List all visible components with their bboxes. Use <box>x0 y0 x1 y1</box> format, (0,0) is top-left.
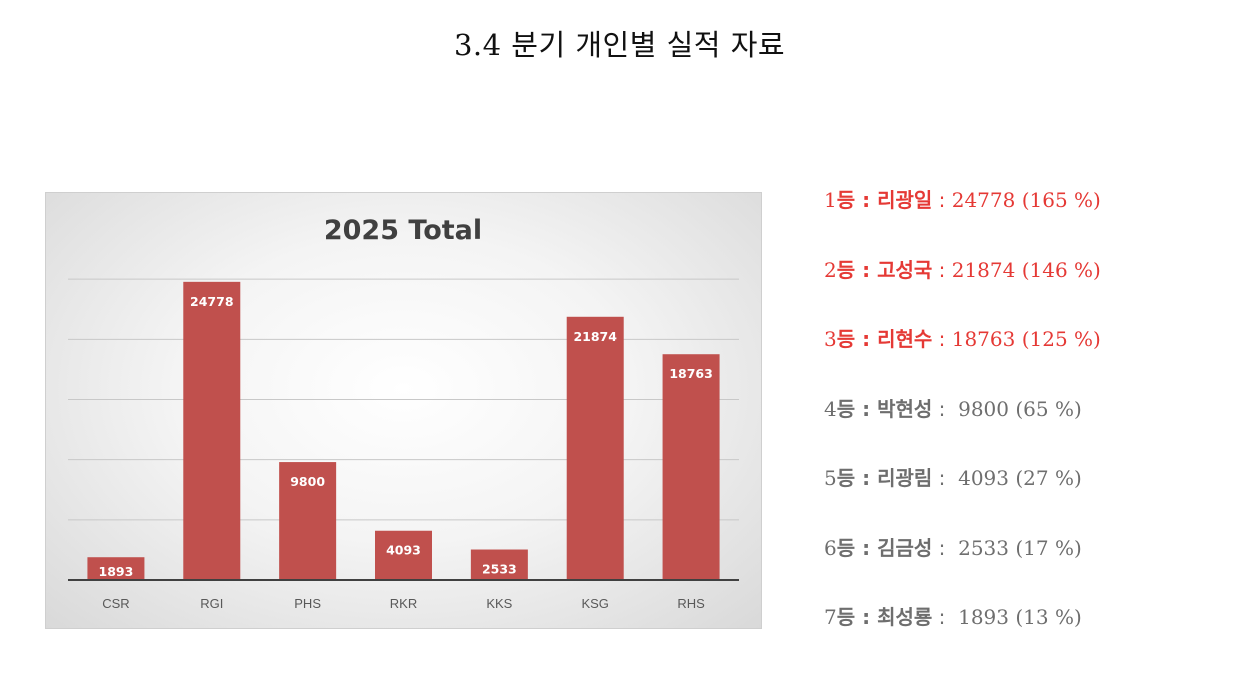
ranking-position: 5 <box>824 466 837 490</box>
bar-data-label: 4093 <box>386 543 421 558</box>
ranking-row: 2등 : 고성국 : 21874 (146 %) <box>824 255 1101 285</box>
x-tick-label: RHS <box>677 596 705 611</box>
ranking-value: 1893 <box>958 605 1009 629</box>
ranking-separator: : <box>855 535 878 560</box>
ranking-name: 리현수 <box>877 327 933 351</box>
ranking-separator: : <box>932 188 952 212</box>
ranking-position: 1 <box>824 188 837 212</box>
ranking-row: 3등 : 리현수 : 18763 (125 %) <box>824 324 1101 354</box>
ranking-separator: : <box>855 327 878 351</box>
bar-kks <box>470 549 528 580</box>
ranking-value: 4093 <box>958 466 1009 490</box>
bar-data-label: 24778 <box>190 294 234 309</box>
ranking-suffix: 등 <box>836 605 856 629</box>
ranking-position: 6 <box>824 535 837 560</box>
ranking-separator: : <box>932 466 959 490</box>
ranking-name: 고성국 <box>877 257 933 282</box>
x-tick-label: PHS <box>294 596 321 611</box>
ranking-name: 리광일 <box>877 188 933 212</box>
ranking-name: 최성룡 <box>877 605 933 629</box>
ranking-position: 3 <box>824 327 837 351</box>
ranking-separator: : <box>855 257 878 282</box>
ranking-suffix: 등 <box>836 257 856 282</box>
bar-csr <box>87 557 145 580</box>
chart-svg: 2025 Total 1893 24778 9800 4093 2533 21874 187… <box>68 215 739 611</box>
ranking-separator: : <box>855 188 878 212</box>
bar-phs <box>279 462 337 580</box>
ranking-suffix: 등 <box>836 466 856 490</box>
ranking-separator: : <box>932 257 952 282</box>
x-axis-tick-labels: CSR RGI PHS RKR KKS KSG RHS <box>102 596 705 611</box>
chart-title: 2025 Total <box>324 215 482 246</box>
bar-ksg <box>566 316 624 580</box>
x-tick-label: KSG <box>581 596 608 611</box>
ranking-position: 7 <box>824 605 837 629</box>
ranking-separator: : <box>855 466 878 490</box>
ranking-position: 2 <box>824 257 837 282</box>
x-tick-label: RKR <box>390 596 417 611</box>
bar-rkr <box>375 530 432 580</box>
ranking-row: 5등 : 리광림 : 4093 (27 %) <box>824 463 1082 493</box>
ranking-percent: (125 %) <box>1015 327 1101 351</box>
ranking-row: 1등 : 리광일 : 24778 (165 %) <box>824 185 1101 215</box>
bar-data-label: 2533 <box>482 562 517 577</box>
bar-chart: 2025 Total 1893 24778 9800 4093 2533 21874 187… <box>45 192 762 629</box>
ranking-suffix: 등 <box>836 535 856 560</box>
ranking-separator: : <box>932 327 952 351</box>
bars <box>87 281 720 580</box>
bar-data-label: 1893 <box>99 564 134 579</box>
ranking-percent: (146 %) <box>1015 257 1101 282</box>
ranking-separator: : <box>855 605 878 629</box>
bar-data-labels: 1893 24778 9800 4093 2533 21874 18763 <box>99 294 713 579</box>
ranking-percent: (165 %) <box>1015 188 1101 212</box>
ranking-row: 4등 : 박현성 : 9800 (65 %) <box>824 394 1082 424</box>
x-tick-label: KKS <box>486 596 512 611</box>
page-title: 3.4 분기 개인별 실적 자료 <box>453 28 786 62</box>
ranking-percent: (13 %) <box>1009 605 1082 629</box>
ranking-suffix: 등 <box>836 188 856 212</box>
ranking-value: 2533 <box>958 535 1009 560</box>
ranking-value: 9800 <box>958 396 1009 421</box>
ranking-percent: (27 %) <box>1009 466 1082 490</box>
ranking-row: 7등 : 최성룡 : 1893 (13 %) <box>824 602 1082 632</box>
ranking-separator: : <box>932 605 959 629</box>
ranking-value: 24778 <box>951 188 1016 212</box>
bar-data-label: 9800 <box>290 474 325 489</box>
ranking-value: 18763 <box>951 327 1016 351</box>
ranking-position: 4 <box>824 396 837 421</box>
ranking-name: 김금성 <box>877 535 933 560</box>
ranking-percent: (17 %) <box>1009 535 1082 560</box>
x-tick-label: CSR <box>102 596 129 611</box>
bar-rhs <box>662 354 720 580</box>
ranking-percent: (65 %) <box>1009 396 1082 421</box>
ranking-name: 리광림 <box>877 466 933 490</box>
gridlines <box>68 278 739 521</box>
ranking-row: 6등 : 김금성 : 2533 (17 %) <box>824 533 1082 563</box>
bar-data-label: 21874 <box>573 329 617 344</box>
ranking-suffix: 등 <box>836 327 856 351</box>
ranking-separator: : <box>932 396 959 421</box>
ranking-name: 박현성 <box>877 396 933 421</box>
x-tick-label: RGI <box>200 596 223 611</box>
bar-data-label: 18763 <box>669 366 713 381</box>
bar-rgi <box>183 281 241 580</box>
ranking-separator: : <box>855 396 878 421</box>
ranking-value: 21874 <box>951 257 1016 282</box>
ranking-suffix: 등 <box>836 396 856 421</box>
ranking-separator: : <box>932 535 959 560</box>
